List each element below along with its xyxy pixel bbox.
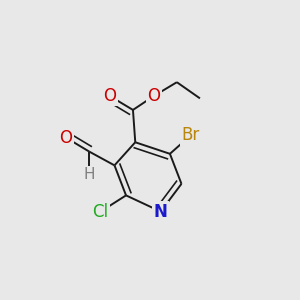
- Text: O: O: [147, 87, 160, 105]
- Text: Cl: Cl: [93, 202, 109, 220]
- Text: N: N: [154, 202, 168, 220]
- Text: H: H: [83, 167, 95, 182]
- Text: Br: Br: [182, 126, 200, 144]
- Text: O: O: [103, 87, 116, 105]
- Text: O: O: [59, 129, 73, 147]
